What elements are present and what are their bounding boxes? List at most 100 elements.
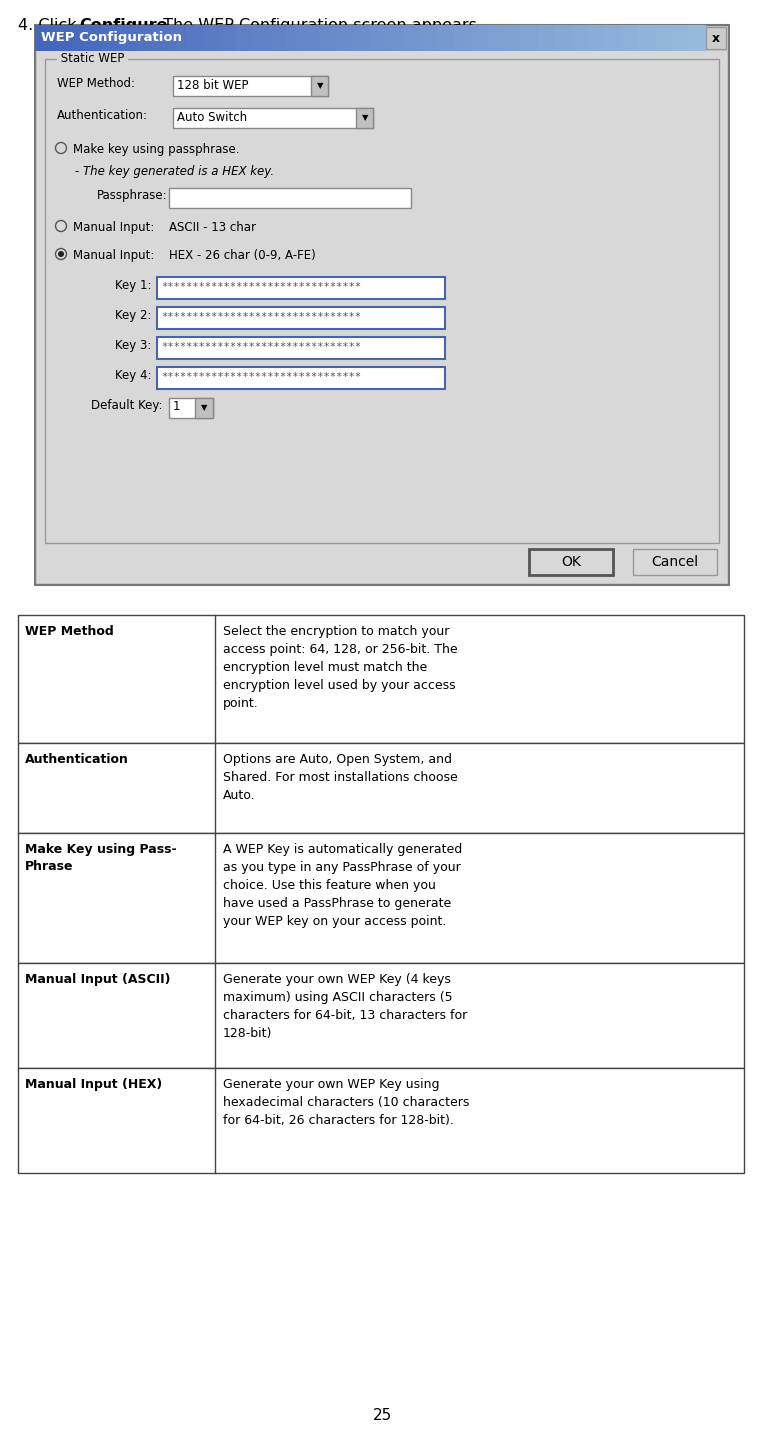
Text: The WEP Configuration screen appears.: The WEP Configuration screen appears. xyxy=(158,19,482,33)
Bar xyxy=(195,398,213,418)
Bar xyxy=(18,833,744,964)
Bar xyxy=(86,24,103,52)
Bar xyxy=(420,24,438,52)
Bar xyxy=(219,24,237,52)
Bar xyxy=(186,24,203,52)
Text: Options are Auto, Open System, and
Shared. For most installations choose
Auto.: Options are Auto, Open System, and Share… xyxy=(223,752,458,801)
Bar xyxy=(35,24,53,52)
Bar xyxy=(118,24,137,52)
Bar xyxy=(169,188,411,208)
Bar xyxy=(454,24,471,52)
Bar xyxy=(135,24,154,52)
Bar xyxy=(529,549,613,574)
Bar xyxy=(173,108,373,128)
Text: Authentication:: Authentication: xyxy=(57,109,148,122)
Bar xyxy=(688,24,706,52)
Bar xyxy=(638,24,656,52)
Bar xyxy=(69,24,86,52)
Bar xyxy=(18,1068,744,1173)
Text: ▼: ▼ xyxy=(361,113,368,122)
Bar xyxy=(303,24,321,52)
Text: Manual Input:: Manual Input: xyxy=(73,248,154,261)
Bar xyxy=(202,24,220,52)
Text: Auto Switch: Auto Switch xyxy=(177,111,247,123)
Text: Authentication: Authentication xyxy=(25,752,129,765)
Bar xyxy=(588,24,606,52)
Bar xyxy=(18,615,744,742)
Text: Make key using passphrase.: Make key using passphrase. xyxy=(73,144,239,157)
Bar xyxy=(157,307,445,329)
Bar xyxy=(487,24,505,52)
Bar xyxy=(387,24,404,52)
Bar xyxy=(633,549,717,574)
Bar xyxy=(236,24,254,52)
Text: Key 1:: Key 1: xyxy=(115,279,151,292)
Bar xyxy=(270,24,287,52)
Bar xyxy=(353,24,371,52)
Text: Manual Input (HEX): Manual Input (HEX) xyxy=(25,1078,162,1091)
Bar xyxy=(35,24,729,584)
Bar xyxy=(311,76,328,96)
Text: WEP Configuration: WEP Configuration xyxy=(41,32,182,45)
Bar xyxy=(604,24,622,52)
Text: Default Key:: Default Key: xyxy=(91,399,163,412)
Text: Configure.: Configure. xyxy=(79,19,173,33)
Text: Static WEP: Static WEP xyxy=(57,53,128,66)
Bar xyxy=(152,24,170,52)
Bar xyxy=(437,24,455,52)
Bar xyxy=(336,24,354,52)
Text: ▼: ▼ xyxy=(317,82,323,90)
Bar xyxy=(169,24,186,52)
Bar xyxy=(173,76,328,96)
Circle shape xyxy=(58,251,64,257)
Bar xyxy=(471,24,488,52)
Bar xyxy=(18,964,744,1068)
Text: OK: OK xyxy=(561,554,581,569)
Text: 128 bit WEP: 128 bit WEP xyxy=(177,79,248,92)
Bar xyxy=(521,24,539,52)
Text: WEP Method: WEP Method xyxy=(25,625,114,638)
Text: Key 3:: Key 3: xyxy=(115,339,151,352)
Text: ********************************: ******************************** xyxy=(161,342,361,352)
Text: Generate your own WEP Key using
hexadecimal characters (10 characters
for 64-bit: Generate your own WEP Key using hexadeci… xyxy=(223,1078,469,1127)
Text: Manual Input:: Manual Input: xyxy=(73,221,154,234)
Bar xyxy=(169,398,213,418)
Bar xyxy=(672,24,689,52)
Text: Key 2:: Key 2: xyxy=(115,309,151,322)
Text: Cancel: Cancel xyxy=(652,554,698,569)
Text: WEP Method:: WEP Method: xyxy=(57,78,135,90)
Text: ▼: ▼ xyxy=(201,404,207,412)
Text: x: x xyxy=(712,32,720,45)
Bar xyxy=(157,368,445,389)
Bar xyxy=(706,27,726,49)
Bar xyxy=(286,24,304,52)
Text: Select the encryption to match your
access point: 64, 128, or 256-bit. The
encry: Select the encryption to match your acce… xyxy=(223,625,458,709)
Bar xyxy=(621,24,639,52)
Bar xyxy=(403,24,421,52)
Text: Generate your own WEP Key (4 keys
maximum) using ASCII characters (5
characters : Generate your own WEP Key (4 keys maximu… xyxy=(223,974,468,1040)
Bar xyxy=(538,24,555,52)
Text: ********************************: ******************************** xyxy=(161,312,361,322)
Bar xyxy=(52,24,70,52)
Bar xyxy=(253,24,270,52)
Bar xyxy=(37,52,727,583)
Text: 4. Click: 4. Click xyxy=(18,19,82,33)
Text: HEX - 26 char (0-9, A-FE): HEX - 26 char (0-9, A-FE) xyxy=(169,248,316,261)
Bar xyxy=(45,59,719,543)
Text: Passphrase:: Passphrase: xyxy=(97,190,167,202)
Bar xyxy=(157,277,445,299)
Bar xyxy=(504,24,522,52)
Text: 1: 1 xyxy=(173,401,180,414)
Bar xyxy=(320,24,338,52)
Text: Make Key using Pass-
Phrase: Make Key using Pass- Phrase xyxy=(25,843,176,873)
Bar xyxy=(554,24,572,52)
Bar xyxy=(370,24,388,52)
Text: ********************************: ******************************** xyxy=(161,372,361,382)
Text: 25: 25 xyxy=(372,1409,392,1423)
Text: ********************************: ******************************** xyxy=(161,281,361,292)
Bar xyxy=(102,24,120,52)
Bar xyxy=(571,24,589,52)
Text: Key 4:: Key 4: xyxy=(115,369,151,382)
Text: ASCII - 13 char: ASCII - 13 char xyxy=(169,221,256,234)
Bar xyxy=(18,742,744,833)
